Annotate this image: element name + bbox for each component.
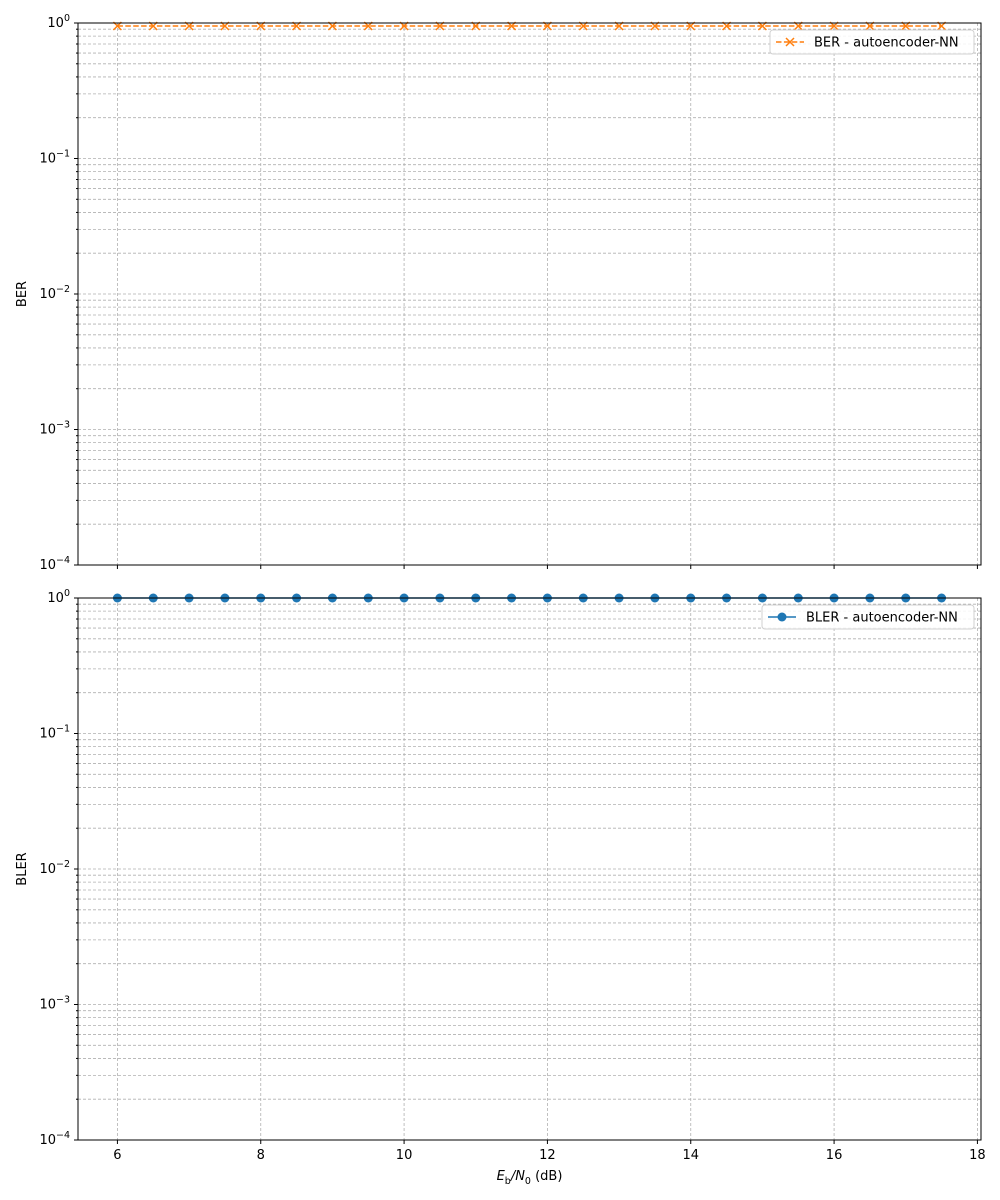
ber-legend-swatch [776,37,804,47]
ber-y-tick-label: 10−4 [39,555,70,573]
bler-y-tick-label: 10−1 [39,724,70,742]
bler-x-tick-label: 10 [396,1148,413,1163]
x-axis-label: Eb/N0 (dB) [497,1169,563,1187]
bler-grid [78,597,981,1141]
ber-legend: BER - autoencoder-NN [769,29,975,55]
bler-x-tick-label: 16 [826,1148,843,1163]
bler-legend-swatch [768,612,796,622]
bler-panel: 10−4 10−3 10−2 10−1 100 6 8 10 12 14 16 18 BLER Eb/… [15,588,986,1187]
bler-x-tick-label: 12 [539,1148,556,1163]
ber-ticks: 10−4 10−3 10−2 10−1 100 [39,13,978,573]
ber-legend-marker [785,37,795,47]
bler-x-tick-label: 8 [257,1148,265,1163]
bler-legend-marker [777,612,787,622]
ber-legend-label: BER - autoencoder-NN [814,36,959,51]
bler-y-axis-label: BLER [15,852,30,885]
bler-y-tick-label: 100 [47,588,70,606]
bler-x-tick-label: 18 [969,1148,986,1163]
bler-y-tick-label: 10−2 [39,859,70,877]
ber-legend-box [769,29,975,55]
ber-y-axis-label: BER [15,281,30,307]
ber-y-tick-label: 10−1 [39,149,70,167]
ber-y-tick-label: 100 [47,13,70,31]
ber-y-tick-label: 10−3 [39,420,70,438]
bler-legend-label: BLER - autoencoder-NN [806,611,958,626]
bler-legend: BLER - autoencoder-NN [761,604,975,630]
bler-y-tick-label: 10−3 [39,995,70,1013]
bler-x-tick-label: 6 [113,1148,121,1163]
bler-x-tick-label: 14 [682,1148,699,1163]
bler-legend-box [761,604,975,630]
bler-y-tick-label: 10−4 [39,1130,70,1148]
bler-ticks: 10−4 10−3 10−2 10−1 100 6 8 10 12 14 16 18 [39,588,985,1163]
ber-panel: 10−4 10−3 10−2 10−1 100 BER BER - autoencode… [15,13,982,573]
ber-grid [78,22,981,566]
ber-y-tick-label: 10−2 [39,284,70,302]
